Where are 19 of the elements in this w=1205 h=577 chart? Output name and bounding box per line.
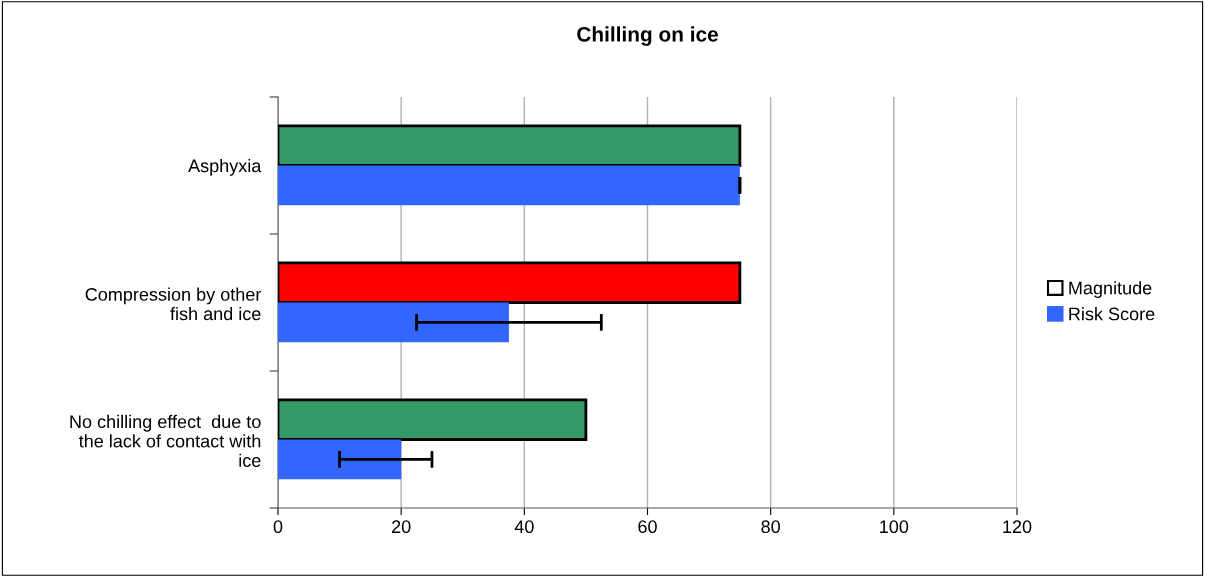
x-tick-label: 20 <box>392 520 411 534</box>
y-tick-label: No chilling effect due to the lack of contact with ice <box>70 414 261 467</box>
legend-label: Risk Score <box>1069 307 1155 321</box>
bar <box>278 398 588 441</box>
y-tick-label: Asphyxia <box>188 158 262 176</box>
bar <box>278 302 509 343</box>
x-tick-label: 0 <box>273 520 283 534</box>
y-tick-label: Compression by other fish and ice <box>85 287 262 321</box>
x-tick-label: 100 <box>880 520 909 534</box>
x-tick-label: 120 <box>1003 520 1032 534</box>
x-tick-label: 40 <box>514 520 534 534</box>
x-tick-label: 60 <box>638 520 657 534</box>
bar <box>278 261 742 304</box>
bar <box>278 165 740 206</box>
bar <box>278 124 742 167</box>
bar <box>278 439 402 480</box>
legend-label: Magnitude <box>1069 281 1152 298</box>
x-tick-label: 80 <box>761 520 780 534</box>
chart-title: Chilling on ice <box>577 26 718 46</box>
